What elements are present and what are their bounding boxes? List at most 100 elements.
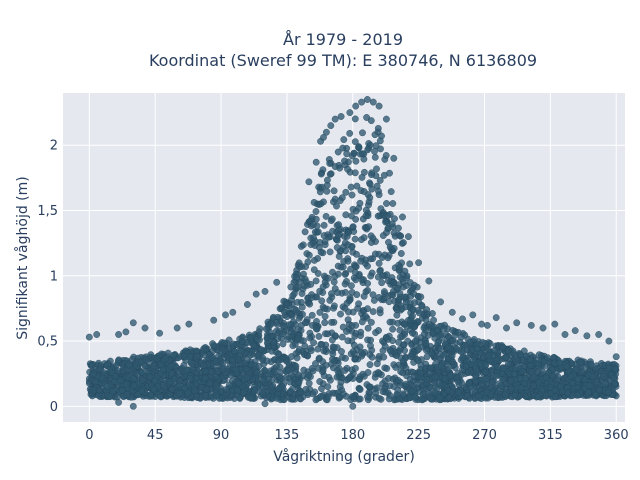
data-point-1342 (336, 383, 344, 391)
data-point-2743 (200, 345, 208, 352)
data-point-3108 (353, 250, 360, 258)
x-tick-label-8: 360 (604, 428, 629, 443)
data-point-3280 (449, 336, 457, 344)
data-point-3246 (193, 352, 201, 360)
data-point-3202 (385, 298, 393, 306)
data-point-1145 (314, 345, 322, 353)
data-point-3223 (308, 294, 315, 302)
data-point-3544 (192, 380, 200, 388)
data-point-3590 (387, 347, 394, 355)
data-point-2061 (329, 350, 337, 358)
data-point-2905 (317, 170, 325, 178)
data-point-3173 (472, 377, 480, 385)
data-point-3540 (238, 338, 246, 345)
data-point-2225 (367, 117, 375, 125)
data-point-3595 (111, 372, 119, 380)
data-point-1882 (318, 297, 326, 305)
data-point-2559 (312, 208, 320, 215)
data-point-3311 (475, 392, 483, 400)
data-point-3399 (202, 367, 209, 375)
data-point-2553 (299, 372, 307, 380)
data-point-2794 (289, 292, 297, 300)
data-point-3567 (184, 389, 192, 397)
data-point-2504 (358, 150, 366, 158)
data-points (85, 96, 620, 410)
data-point-3467 (554, 376, 561, 384)
data-point-3655 (115, 398, 123, 406)
data-point-3396 (422, 339, 430, 347)
data-point-2403 (390, 244, 398, 252)
data-point-3614 (261, 287, 269, 295)
data-point-3563 (447, 371, 455, 379)
data-point-2198 (359, 350, 366, 358)
data-point-3500 (300, 366, 308, 374)
data-point-3339 (364, 393, 371, 401)
data-point-2908 (422, 316, 430, 324)
x-tick-label-3: 135 (275, 428, 300, 443)
data-point-1697 (314, 228, 322, 236)
data-point-1891 (306, 300, 314, 308)
data-point-2176 (481, 340, 489, 347)
data-point-3602 (115, 331, 123, 338)
data-point-3305 (115, 357, 122, 365)
data-point-2319 (364, 324, 372, 332)
data-point-3577 (87, 362, 95, 369)
data-point-2029 (335, 252, 343, 260)
data-point-3477 (473, 345, 481, 353)
data-point-3184 (243, 374, 251, 382)
data-point-3344 (324, 393, 332, 401)
data-point-3654 (129, 402, 137, 410)
data-point-3043 (374, 124, 382, 132)
data-point-3569 (147, 391, 155, 399)
data-point-2915 (342, 354, 349, 362)
data-point-3624 (346, 109, 354, 117)
data-point-3514 (230, 348, 238, 355)
data-point-312 (369, 291, 377, 299)
data-point-3249 (469, 356, 477, 364)
data-point-3517 (501, 391, 509, 399)
data-point-3632 (399, 213, 406, 221)
data-point-3607 (173, 324, 181, 332)
data-point-2922 (341, 366, 349, 374)
data-point-2875 (268, 347, 276, 355)
data-point-3543 (440, 351, 448, 359)
data-point-3316 (96, 365, 104, 373)
data-point-2791 (146, 373, 154, 381)
data-point-3151 (368, 353, 376, 361)
data-point-3352 (577, 368, 585, 376)
data-point-1428 (343, 150, 351, 158)
data-point-3002 (319, 366, 327, 374)
data-point-3520 (530, 374, 538, 381)
data-point-1223 (362, 312, 369, 320)
data-point-3571 (206, 380, 214, 387)
data-point-3462 (229, 340, 237, 348)
data-point-3616 (305, 178, 313, 186)
data-point-2971 (297, 242, 305, 250)
data-point-3264 (290, 278, 298, 286)
data-point-3157 (577, 358, 585, 366)
data-point-2466 (351, 115, 359, 123)
data-point-3471 (355, 300, 362, 308)
data-point-1634 (338, 333, 346, 341)
data-point-3502 (581, 376, 589, 384)
data-point-3390 (376, 176, 384, 184)
data-point-2348 (336, 197, 344, 205)
data-point-2626 (375, 327, 382, 334)
data-point-3511 (258, 389, 266, 397)
data-point-3425 (585, 381, 593, 389)
data-point-17 (387, 188, 395, 196)
data-point-2589 (380, 211, 388, 219)
data-point-3620 (322, 128, 330, 136)
data-point-3652 (605, 337, 613, 345)
data-point-3651 (595, 331, 603, 338)
data-point-3075 (280, 322, 288, 330)
data-point-283 (340, 136, 348, 144)
data-point-3428 (355, 375, 363, 383)
data-point-3498 (200, 361, 208, 369)
data-point-3424 (91, 378, 99, 386)
data-point-2756 (330, 357, 338, 365)
data-point-3635 (425, 277, 433, 285)
data-point-3621 (327, 122, 335, 130)
data-point-3411 (328, 290, 335, 297)
data-point-3510 (564, 389, 571, 397)
